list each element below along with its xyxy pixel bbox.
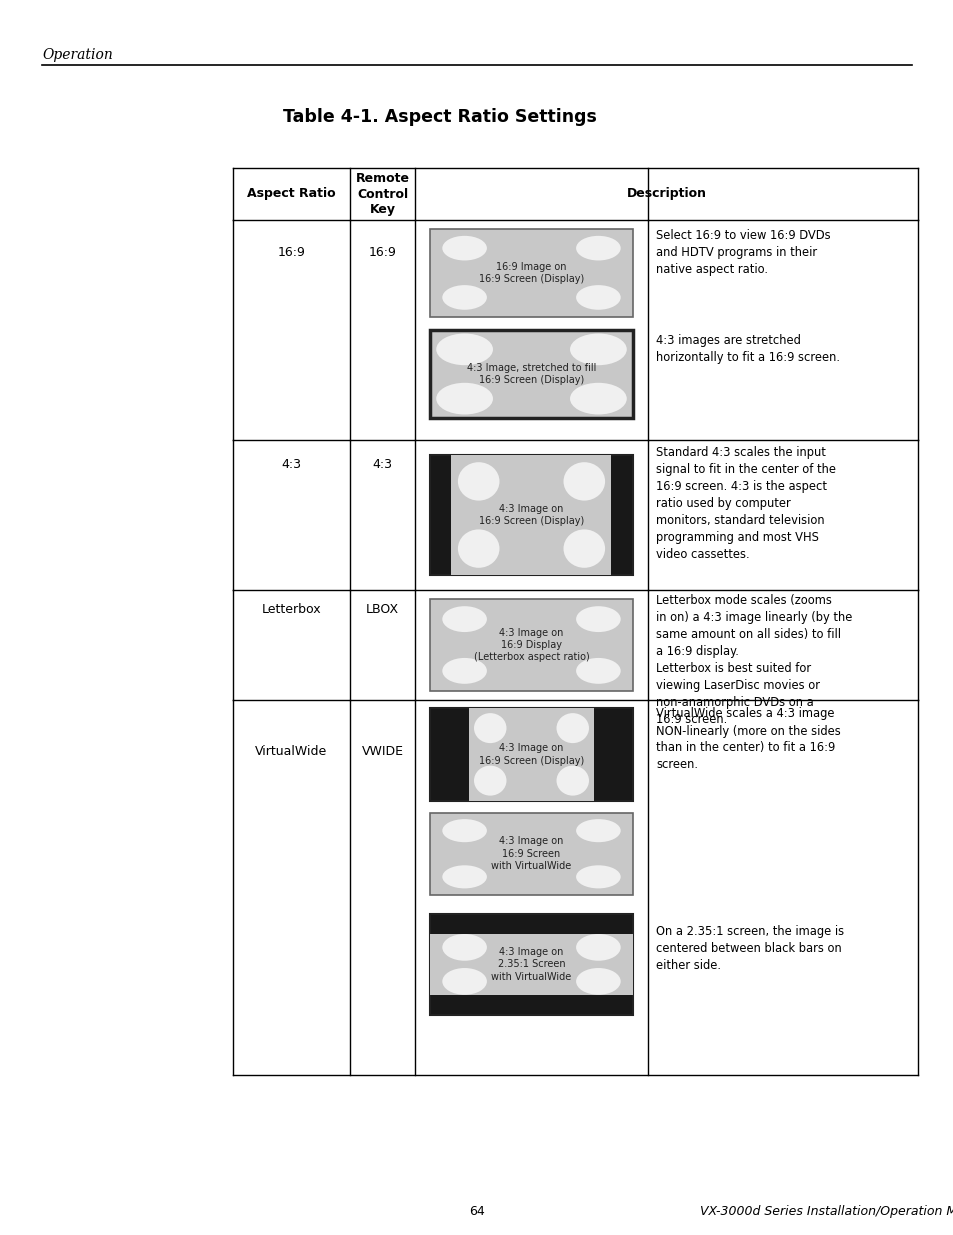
Text: 16:9 Image on
16:9 Screen (Display): 16:9 Image on 16:9 Screen (Display) xyxy=(478,262,583,284)
Bar xyxy=(430,228,632,317)
Ellipse shape xyxy=(556,713,588,743)
Bar xyxy=(430,599,632,692)
Ellipse shape xyxy=(576,236,620,261)
Ellipse shape xyxy=(563,530,604,568)
Ellipse shape xyxy=(569,383,626,415)
Bar xyxy=(430,708,632,802)
Text: 4:3 Image on
2.35:1 Screen
with VirtualWide: 4:3 Image on 2.35:1 Screen with VirtualW… xyxy=(491,947,571,982)
Text: 4:3 Image on
16:9 Screen (Display): 4:3 Image on 16:9 Screen (Display) xyxy=(478,504,583,526)
Text: Standard 4:3 scales the input
signal to fit in the center of the
16:9 screen. 4:: Standard 4:3 scales the input signal to … xyxy=(656,446,835,561)
Text: 4:3 Image on
16:9 Screen (Display): 4:3 Image on 16:9 Screen (Display) xyxy=(478,743,583,766)
Text: LBOX: LBOX xyxy=(366,603,398,616)
Text: 16:9: 16:9 xyxy=(277,247,305,259)
Ellipse shape xyxy=(576,968,620,994)
Bar xyxy=(430,914,632,1015)
Ellipse shape xyxy=(442,606,486,632)
Text: Operation: Operation xyxy=(42,48,112,62)
Ellipse shape xyxy=(556,766,588,795)
Text: 16:9: 16:9 xyxy=(368,247,396,259)
Ellipse shape xyxy=(474,713,506,743)
Text: Letterbox mode scales (zooms
in on) a 4:3 image linearly (by the
same amount on : Letterbox mode scales (zooms in on) a 4:… xyxy=(656,594,851,726)
Text: Remote
Control
Key: Remote Control Key xyxy=(355,172,409,216)
Ellipse shape xyxy=(457,530,499,568)
Bar xyxy=(430,813,632,895)
Text: Letterbox: Letterbox xyxy=(261,603,321,616)
Ellipse shape xyxy=(442,968,486,994)
Text: VX-3000d Series Installation/Operation Manual: VX-3000d Series Installation/Operation M… xyxy=(700,1205,953,1218)
Ellipse shape xyxy=(563,462,604,500)
Ellipse shape xyxy=(436,383,493,415)
Ellipse shape xyxy=(442,285,486,310)
Bar xyxy=(451,454,611,576)
Text: Description: Description xyxy=(626,188,706,200)
Ellipse shape xyxy=(576,285,620,310)
Text: Table 4-1. Aspect Ratio Settings: Table 4-1. Aspect Ratio Settings xyxy=(283,107,597,126)
Bar xyxy=(469,708,594,802)
Bar xyxy=(430,330,632,417)
Text: VWIDE: VWIDE xyxy=(361,745,403,758)
Ellipse shape xyxy=(576,658,620,684)
Ellipse shape xyxy=(576,934,620,961)
Ellipse shape xyxy=(442,236,486,261)
Text: VirtualWide scales a 4:3 image
NON-linearly (more on the sides
than in the cente: VirtualWide scales a 4:3 image NON-linea… xyxy=(656,708,840,772)
Text: 4:3 Image on
16:9 Screen
with VirtualWide: 4:3 Image on 16:9 Screen with VirtualWid… xyxy=(491,836,571,871)
Ellipse shape xyxy=(436,333,493,366)
Ellipse shape xyxy=(442,866,486,888)
Bar xyxy=(430,934,632,994)
Text: Select 16:9 to view 16:9 DVDs
and HDTV programs in their
native aspect ratio.: Select 16:9 to view 16:9 DVDs and HDTV p… xyxy=(656,228,830,275)
Text: 4:3 Image, stretched to fill
16:9 Screen (Display): 4:3 Image, stretched to fill 16:9 Screen… xyxy=(466,363,596,385)
Text: 64: 64 xyxy=(469,1205,484,1218)
Ellipse shape xyxy=(576,866,620,888)
Bar xyxy=(430,454,632,576)
Text: 4:3 Image on
16:9 Display
(Letterbox aspect ratio): 4:3 Image on 16:9 Display (Letterbox asp… xyxy=(473,627,589,662)
Text: 4:3 images are stretched
horizontally to fit a 16:9 screen.: 4:3 images are stretched horizontally to… xyxy=(656,335,840,364)
Ellipse shape xyxy=(457,462,499,500)
Ellipse shape xyxy=(474,766,506,795)
Ellipse shape xyxy=(576,606,620,632)
Ellipse shape xyxy=(576,819,620,842)
Ellipse shape xyxy=(442,934,486,961)
Text: VirtualWide: VirtualWide xyxy=(255,745,327,758)
Text: On a 2.35:1 screen, the image is
centered between black bars on
either side.: On a 2.35:1 screen, the image is centere… xyxy=(656,925,843,972)
Text: 4:3: 4:3 xyxy=(281,458,301,471)
Text: 4:3: 4:3 xyxy=(372,458,392,471)
Text: Aspect Ratio: Aspect Ratio xyxy=(247,188,335,200)
Ellipse shape xyxy=(442,658,486,684)
Ellipse shape xyxy=(569,333,626,366)
Ellipse shape xyxy=(442,819,486,842)
